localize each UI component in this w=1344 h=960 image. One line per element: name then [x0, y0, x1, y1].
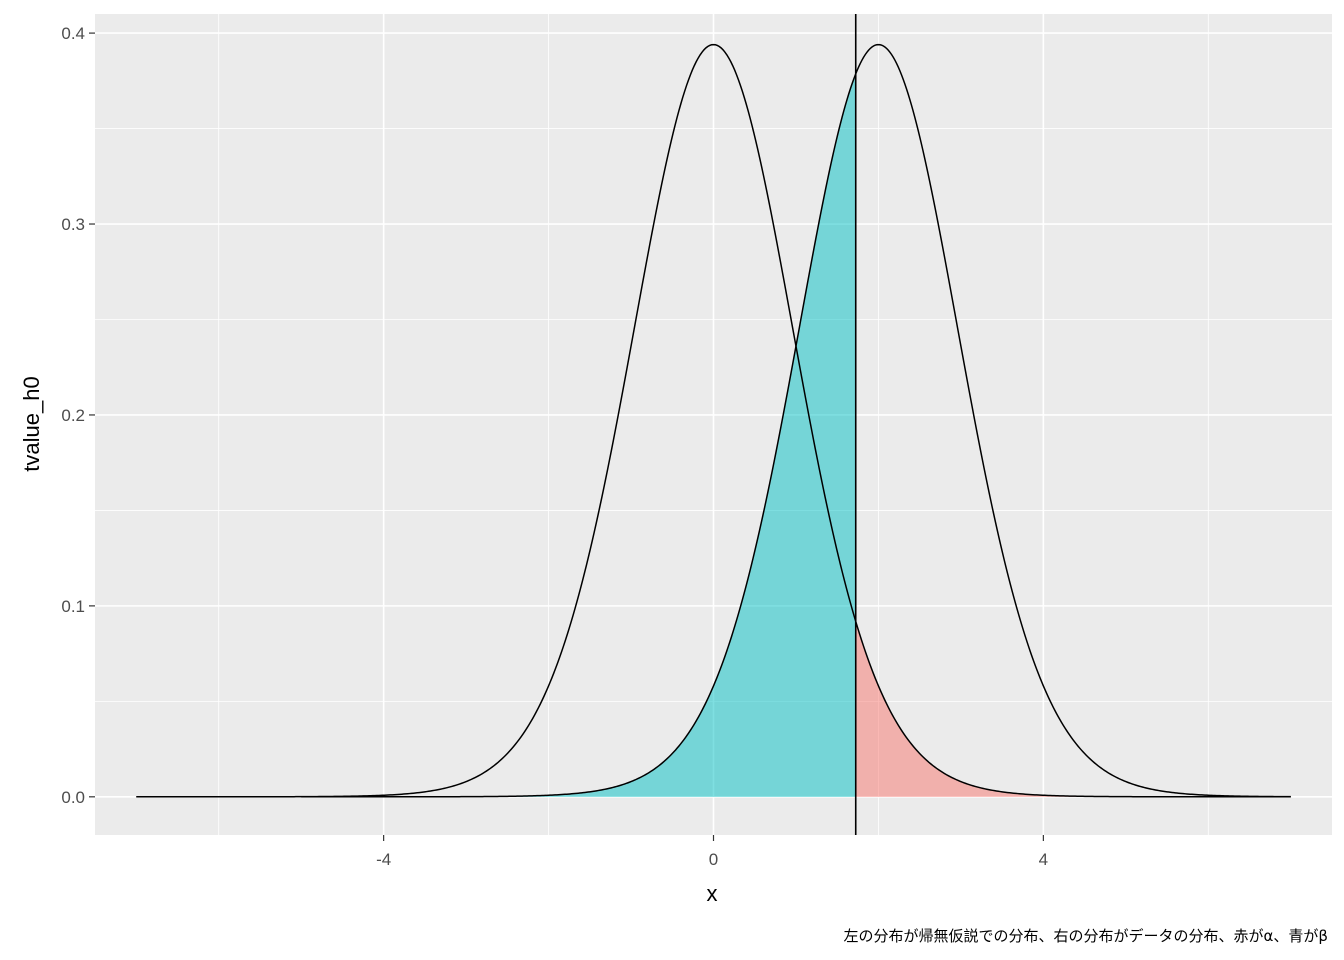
y-tick-label: 0.2 [61, 406, 85, 425]
y-tick-label: 0.1 [61, 597, 85, 616]
y-tick-label: 0.0 [61, 788, 85, 807]
data-distribution-curve [301, 43, 1291, 798]
x-tick-label: 4 [1039, 850, 1048, 869]
x-axis-title: x [707, 881, 718, 906]
x-axis: -4 0 4 [376, 835, 1048, 869]
y-axis: 0.0 0.1 0.2 0.3 0.4 [61, 24, 95, 807]
alpha-region [855, 621, 1291, 797]
x-tick-label: -4 [376, 850, 391, 869]
shaded-regions [301, 73, 1291, 797]
y-tick-label: 0.3 [61, 215, 85, 234]
beta-region [301, 73, 856, 797]
chart-caption: 左の分布が帰無仮説での分布、右の分布がデータの分布、赤がα、青がβ [844, 927, 1328, 945]
y-axis-title: tvalue_h0 [19, 376, 44, 471]
y-tick-label: 0.4 [61, 24, 85, 43]
density-curves [136, 43, 1291, 798]
x-tick-label: 0 [709, 850, 718, 869]
